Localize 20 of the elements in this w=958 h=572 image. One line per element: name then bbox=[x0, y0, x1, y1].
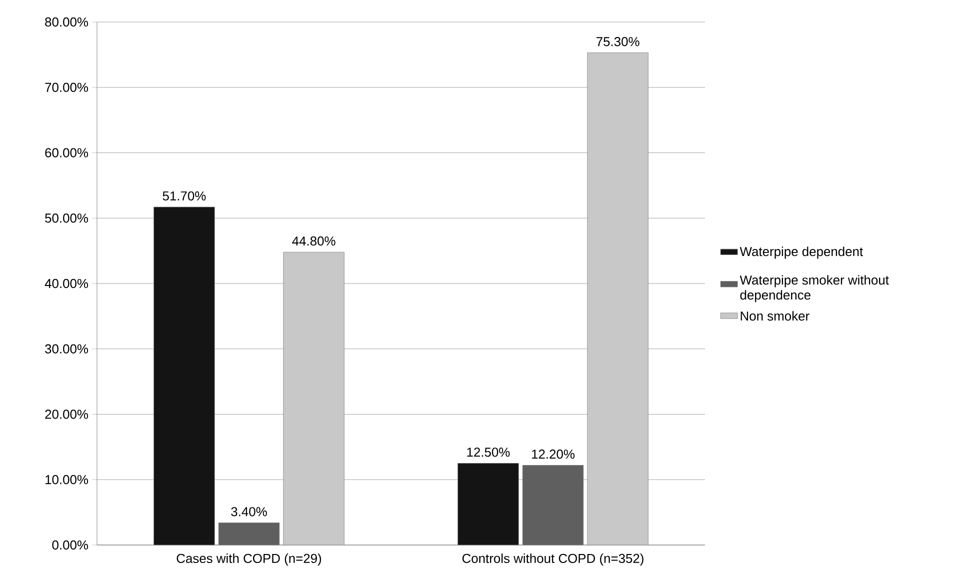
y-tick-label: 40.00% bbox=[44, 278, 88, 288]
data-label: 12.20% bbox=[532, 450, 575, 459]
y-tick-label: 30.00% bbox=[45, 344, 88, 354]
data-label: 51.70% bbox=[162, 191, 206, 200]
y-tick-label: 0.00% bbox=[52, 540, 88, 550]
legend-label: Waterpipe smoker without dependence bbox=[740, 275, 889, 302]
y-tick-label: 50.00% bbox=[45, 214, 88, 223]
y-tick-label: 60.00% bbox=[45, 148, 88, 158]
data-label: 12.50% bbox=[467, 448, 510, 457]
x-tick-label: Cases with COPD (n=29) bbox=[176, 554, 322, 566]
data-label: 3.40% bbox=[231, 507, 267, 516]
y-tick-label: 80.00% bbox=[45, 17, 88, 27]
y-tick-label: 10.00% bbox=[46, 475, 88, 484]
data-label: 75.30% bbox=[596, 37, 640, 46]
legend-label: Non smoker bbox=[740, 311, 810, 321]
y-tick-label: 20.00% bbox=[45, 410, 88, 419]
x-tick-label: Controls without COPD (n=352) bbox=[462, 554, 644, 566]
legend-label: Waterpipe dependent bbox=[740, 246, 863, 259]
data-label: 44.80% bbox=[292, 236, 336, 246]
y-tick-label: 70.00% bbox=[45, 82, 88, 92]
